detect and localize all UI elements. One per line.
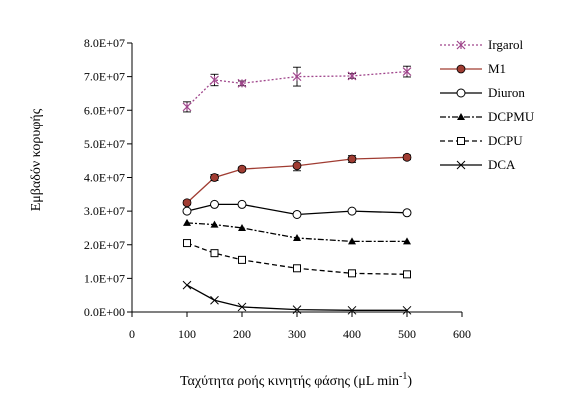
data-point: [182, 198, 192, 208]
marker-stroke: [456, 160, 466, 170]
data-point: [237, 78, 247, 88]
data-point: [402, 305, 412, 315]
y-axis-ticks: 0.0E+00 1.0E+07 2.0E+07 3.0E+07 4.0E+07 5.0E+…: [84, 36, 132, 319]
marker-stroke: [182, 280, 192, 290]
legend-item-m1: M1: [440, 61, 506, 76]
data-point: [347, 206, 357, 216]
x-axis-label-sup: -1: [399, 371, 407, 382]
data-point: [210, 75, 219, 85]
x-axis-label: Ταχύτητα ροής κινητής φάσης (μL min-1): [180, 371, 412, 389]
data-point: [237, 302, 247, 312]
data-point: [237, 164, 247, 174]
x-tick-label: 600: [453, 327, 471, 341]
data-point: [292, 305, 302, 314]
x-tick-label: 0: [129, 327, 135, 341]
data-point: [293, 234, 301, 242]
axes: [131, 43, 462, 313]
data-point: [347, 71, 357, 81]
data-point: [402, 208, 412, 218]
data-point: [210, 173, 219, 182]
legend-marker: [456, 160, 466, 170]
y-tick-label: 6.0E+07: [84, 103, 125, 117]
series-dca: [182, 280, 412, 315]
x-tick-label: 500: [398, 327, 416, 341]
x-tick-label: 400: [343, 327, 361, 341]
legend-marker: [457, 137, 465, 145]
data-point: [182, 102, 192, 112]
legend-label: M1: [488, 61, 506, 76]
data-point: [402, 152, 412, 162]
y-tick-label: 4.0E+07: [84, 171, 125, 185]
legend-item-dcpmu: DCPMU: [440, 109, 535, 124]
data-point: [182, 206, 192, 216]
legend-label: DCPMU: [488, 109, 535, 124]
legend-label: DCA: [488, 157, 516, 172]
data-point: [210, 249, 219, 258]
legend-marker: [456, 88, 466, 98]
data-point: [210, 295, 219, 305]
y-tick-label: 0.0E+00: [84, 305, 125, 319]
data-point: [403, 270, 411, 279]
legend: Irgarol M1 Diuron DCPMU DCPU DCA: [440, 37, 535, 172]
y-tick-label: 3.0E+07: [84, 204, 125, 218]
legend-label: Diuron: [488, 85, 525, 100]
marker-stroke: [210, 295, 219, 305]
marker-stroke: [402, 305, 412, 315]
data-point: [292, 161, 302, 171]
series-dcpu: [183, 239, 411, 279]
y-tick-label: 2.0E+07: [84, 238, 125, 252]
marker-stroke: [347, 305, 357, 315]
data-point: [403, 237, 411, 245]
data-point: [182, 280, 192, 290]
y-tick-label: 7.0E+07: [84, 70, 125, 84]
data-point: [210, 199, 219, 209]
legend-item-dcpu: DCPU: [440, 133, 523, 148]
marker-stroke: [292, 305, 302, 314]
legend-item-dca: DCA: [440, 157, 516, 172]
legend-item-diuron: Diuron: [440, 85, 525, 100]
data-point: [238, 223, 246, 231]
legend-label: Irgarol: [488, 37, 524, 52]
data-point: [210, 220, 219, 228]
data-point: [347, 305, 357, 315]
x-axis-label-main: Ταχύτητα ροής κινητής φάσης (μL min: [180, 374, 399, 389]
x-tick-label: 100: [178, 327, 196, 341]
series-irgarol: [182, 65, 412, 113]
legend-marker: [456, 64, 466, 74]
y-tick-label: 8.0E+07: [84, 36, 125, 50]
y-axis-label: Εμβαδόν κορυφής: [29, 108, 44, 211]
legend-label: DCPU: [488, 133, 523, 148]
legend-marker: [457, 113, 465, 120]
series-line-dca: [186, 284, 407, 311]
data-point: [238, 255, 246, 264]
data-point: [293, 264, 301, 273]
data-point: [292, 209, 302, 219]
x-tick-label: 200: [233, 327, 251, 341]
series-line-dcpu: [186, 242, 408, 275]
series-diuron: [182, 199, 412, 219]
y-tick-label: 5.0E+07: [84, 137, 125, 151]
legend-marker: [456, 40, 466, 50]
data-point: [237, 199, 247, 209]
series-line-diuron: [186, 203, 408, 216]
data-point: [183, 239, 191, 248]
data-point: [292, 72, 302, 82]
series-layer: [182, 65, 412, 315]
y-tick-label: 1.0E+07: [84, 271, 125, 285]
data-point: [347, 154, 357, 164]
series-line-irgarol: [186, 70, 408, 108]
data-point: [183, 218, 191, 226]
data-point: [402, 67, 412, 77]
data-point: [348, 269, 356, 278]
x-axis-label-end: ): [407, 374, 412, 389]
series-dcpmu: [183, 218, 411, 245]
series-line-m1: [186, 156, 408, 204]
series-m1: [182, 152, 412, 208]
x-axis-ticks: 0 100 200 300 400 500 600: [129, 312, 471, 341]
marker-stroke: [237, 302, 247, 312]
x-tick-label: 300: [288, 327, 306, 341]
legend-item-irgarol: Irgarol: [440, 37, 524, 52]
data-point: [348, 237, 356, 245]
